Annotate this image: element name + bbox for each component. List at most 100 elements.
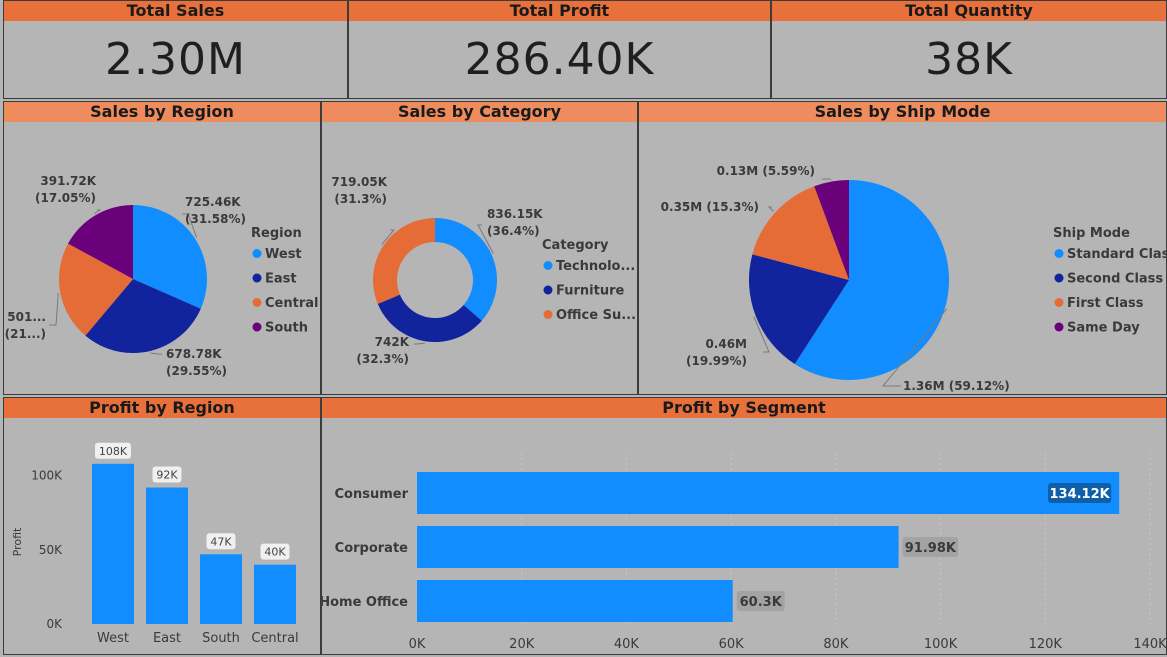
data-label: (17.05%) <box>35 191 96 205</box>
legend-marker <box>252 322 262 332</box>
sales-by-category-chart[interactable]: 836.15K (36.4%) 742K (32.3%) 719.05K (31.3%) C… <box>322 122 637 394</box>
legend-item-technolo[interactable]: Technolo... <box>556 259 635 274</box>
pie-slice-south[interactable] <box>68 205 133 279</box>
y-tick-label: 50K <box>39 543 63 557</box>
legend-item-west[interactable]: West <box>265 247 302 262</box>
bar-south[interactable] <box>200 554 242 624</box>
total-quantity-value: 38K <box>925 34 1013 85</box>
legend-marker <box>1054 249 1064 258</box>
data-label: 1.36M (59.12%) <box>903 379 1010 393</box>
bar-home-office[interactable] <box>417 580 733 622</box>
data-label: 40K <box>264 546 286 559</box>
legend-marker <box>1054 298 1064 307</box>
data-label: (19.99%) <box>686 354 747 368</box>
sales-by-shipmode-visual[interactable]: Sales by Ship Mode 1.36M (59.12%) 0.46M (1… <box>638 101 1167 395</box>
x-tick-label: South <box>202 631 240 646</box>
legend-item-east[interactable]: East <box>265 272 297 287</box>
legend-marker <box>543 310 553 319</box>
pie-slice-same-day[interactable] <box>814 180 849 280</box>
data-label: 836.15K <box>487 207 543 221</box>
total-profit-card: Total Profit 286.40K <box>348 0 771 99</box>
data-label: (31.58%) <box>185 212 246 226</box>
profit-by-segment-visual[interactable]: Profit by Segment 0K 20K 40K 60K 80K 100K 120K… <box>321 397 1167 655</box>
x-tick-label: 40K <box>614 637 640 652</box>
leader-line <box>881 308 948 387</box>
legend-title: Region <box>251 226 302 241</box>
legend-item-furniture[interactable]: Furniture <box>556 284 624 299</box>
y-axis-title: Profit <box>11 527 24 556</box>
data-label: (36.4%) <box>487 224 540 238</box>
sales-by-category-title: Sales by Category <box>322 102 637 122</box>
bar-west[interactable] <box>92 463 134 624</box>
profit-by-region-visual[interactable]: Profit by Region 0K 50K 100K Profit 108K West… <box>3 397 321 655</box>
sales-by-region-visual[interactable]: Sales by Region 725.46K (31.58%) 678.78K (2… <box>3 101 321 395</box>
leader-line <box>753 316 770 353</box>
leader-line <box>93 209 102 215</box>
leader-line <box>49 293 59 326</box>
leader-line <box>477 224 494 254</box>
pie-slice-office-su[interactable] <box>373 218 435 304</box>
data-label: 60.3K <box>740 595 783 610</box>
profit-by-region-chart[interactable]: 0K 50K 100K Profit 108K West 92K East 47K South 40… <box>4 418 320 654</box>
data-label: 108K <box>99 445 128 458</box>
total-sales-title: Total Sales <box>4 1 347 21</box>
bar-east[interactable] <box>146 487 188 624</box>
sales-by-region-chart[interactable]: 725.46K (31.58%) 678.78K (29.55%) 501... (21.… <box>4 122 320 394</box>
x-tick-label: 140K <box>1133 637 1166 652</box>
x-tick-label: 20K <box>509 637 535 652</box>
pie-slice-standard-class[interactable] <box>794 180 949 380</box>
x-tick-label: 0K <box>409 637 426 652</box>
bar-consumer[interactable] <box>417 472 1120 514</box>
legend-marker <box>543 261 553 270</box>
legend-item-second-class[interactable]: Second Class <box>1067 272 1163 287</box>
leader-line <box>381 229 396 245</box>
legend-item-same-day[interactable]: Same Day <box>1067 321 1140 336</box>
sales-by-category-visual[interactable]: Sales by Category 836.15K (36.4%) 742K (32.… <box>321 101 638 395</box>
pie-slice-second-class[interactable] <box>749 254 849 364</box>
profit-by-segment-chart[interactable]: 0K 20K 40K 60K 80K 100K 120K 140K Consumer 134.12… <box>322 418 1166 654</box>
legend-marker <box>1054 273 1064 283</box>
y-tick-label: Consumer <box>335 487 409 502</box>
data-label: (31.3%) <box>334 192 387 206</box>
bar-central[interactable] <box>254 564 296 624</box>
legend-item-south[interactable]: South <box>265 321 308 336</box>
total-sales-card: Total Sales 2.30M <box>3 0 348 99</box>
pie-slice-furniture[interactable] <box>377 294 482 342</box>
leader-line <box>414 342 425 345</box>
legend-item-office-su[interactable]: Office Su... <box>556 308 636 323</box>
sales-by-shipmode-chart[interactable]: 1.36M (59.12%) 0.46M (19.99%) 0.35M (15.3%)… <box>639 122 1166 394</box>
y-tick-label: 100K <box>31 469 63 483</box>
x-tick-label: East <box>153 631 181 646</box>
data-label: (21...) <box>5 327 46 341</box>
data-label: 92K <box>156 469 178 482</box>
legend-item-first-class[interactable]: First Class <box>1067 296 1144 311</box>
total-quantity-card: Total Quantity 38K <box>771 0 1167 99</box>
data-label: 134.12K <box>1049 487 1110 502</box>
data-label-bg <box>902 537 959 557</box>
data-label: (32.3%) <box>356 352 409 366</box>
y-tick-label: Home Office <box>322 595 408 610</box>
total-quantity-title: Total Quantity <box>772 1 1166 21</box>
pie-slice-first-class[interactable] <box>752 186 849 280</box>
data-label-bg <box>95 442 131 459</box>
data-label: 0.35M (15.3%) <box>661 200 759 214</box>
bar-corporate[interactable] <box>417 526 899 568</box>
x-tick-label: 80K <box>823 637 849 652</box>
data-label: 742K <box>375 335 410 349</box>
total-sales-value: 2.30M <box>105 34 246 85</box>
legend-marker <box>252 249 262 258</box>
pie-slice-central[interactable] <box>59 243 134 336</box>
legend-item-central[interactable]: Central <box>265 296 318 311</box>
x-tick-label: West <box>97 631 129 646</box>
data-label: 47K <box>210 535 232 548</box>
data-label: 0.13M (5.59%) <box>717 164 815 178</box>
pie-slice-west[interactable] <box>133 205 208 309</box>
pie-slice-technolo[interactable] <box>435 218 497 321</box>
legend-item-standard-class[interactable]: Standard Class <box>1067 247 1166 262</box>
x-tick-label: 100K <box>924 637 958 652</box>
profit-by-region-title: Profit by Region <box>4 398 320 418</box>
sales-by-region-title: Sales by Region <box>4 102 320 122</box>
y-tick-label: Corporate <box>335 541 409 556</box>
total-profit-title: Total Profit <box>349 1 770 21</box>
pie-slice-east[interactable] <box>85 279 201 353</box>
